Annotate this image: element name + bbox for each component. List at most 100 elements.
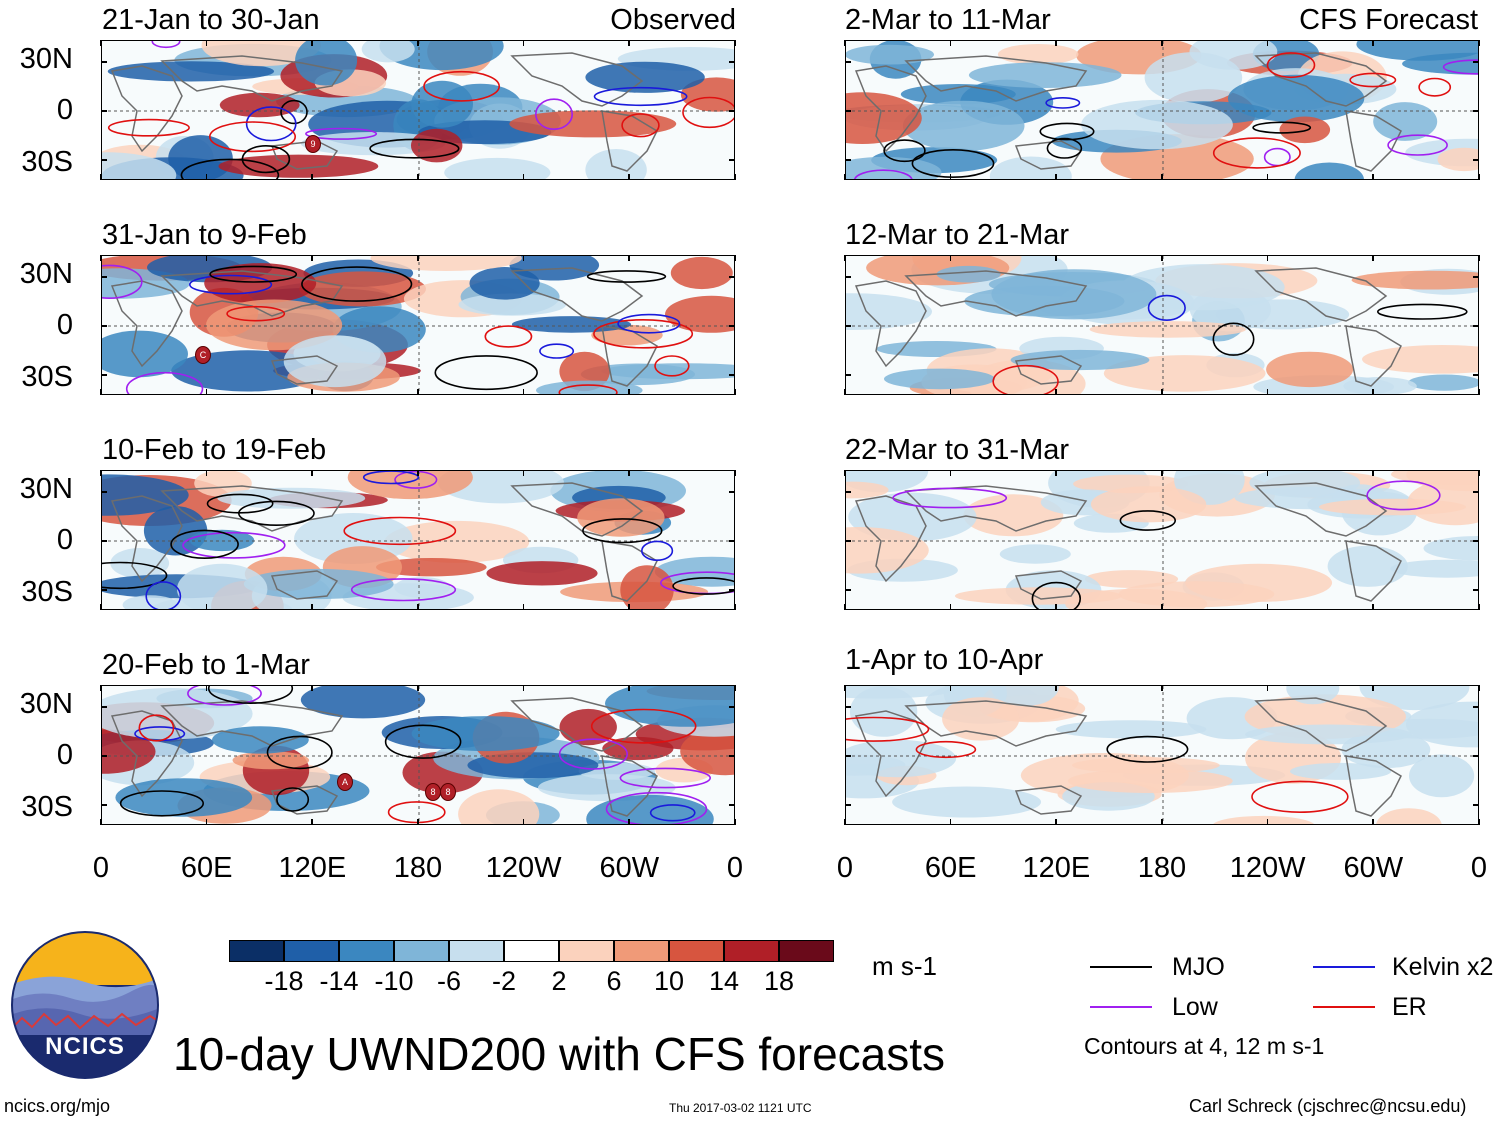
panel-title-6: 12-Mar to 21-Mar [845,219,1070,251]
axis-tick [1473,110,1479,112]
axis-tick [1055,819,1057,825]
axis-tick [845,276,851,278]
axis-tick [101,706,107,708]
colorbar-swatch [284,940,339,962]
footer-url[interactable]: ncics.org/mjo [4,1096,111,1116]
coastline [160,485,344,532]
coastline [270,355,339,385]
panel-title-1: 21-Jan to 30-Jan [102,4,320,36]
latitude-label: 30N [19,688,73,720]
filtered-contour [245,106,297,142]
wind-anomaly-shade [1010,349,1150,371]
filtered-contour [911,149,995,179]
wind-anomaly-shade [102,152,177,179]
filtered-contour [189,274,273,295]
coastline [510,697,644,752]
wind-anomaly-shade [1373,102,1438,141]
axis-tick [101,589,107,591]
axis-tick [844,819,846,825]
axis-tick [1372,174,1374,180]
axis-tick [1055,255,1057,261]
wind-anomaly-shade [102,474,189,516]
coastline [1014,570,1083,600]
colorbar-label: 18 [763,966,795,996]
longitude-label: 0 [92,852,110,884]
filtered-contour [534,98,573,130]
axis-tick [1161,685,1163,691]
axis-tick [845,804,851,806]
axis-tick [1161,604,1163,610]
axis-tick [101,110,107,112]
filtered-contour [484,325,533,348]
axis-tick [205,174,208,180]
axis-tick [729,374,735,376]
coastline [904,485,1088,532]
legend-line-kelvin [1313,966,1375,968]
axis-tick [845,755,851,757]
axis-tick [1266,685,1269,691]
coastline [510,52,644,107]
colorbar-swatch [504,940,559,962]
wind-anomaly-shade [846,293,932,330]
latitude-label: 0 [56,94,73,126]
filtered-contour [1212,322,1255,356]
wind-anomaly-shade [999,544,1071,564]
filtered-contour [846,716,930,742]
wind-anomaly-shade [665,295,734,333]
coastline [1014,140,1083,170]
axis-tick [1478,604,1480,610]
coastline [110,710,183,798]
filtered-contour [107,118,190,137]
map-field [846,686,1478,824]
colorbar-units: m s-1 [872,951,937,981]
axis-tick [522,174,525,180]
axis-tick [729,589,735,591]
coastline [270,785,339,815]
filtered-contour [187,686,262,706]
colorbar-swatch [724,940,779,962]
wind-anomaly-shade [1279,116,1331,144]
axis-tick [628,40,630,46]
coastline [1254,482,1388,537]
axis-tick [417,174,419,180]
axis-tick [1161,470,1163,476]
axis-tick [100,389,102,395]
colorbar-swatch [669,940,724,962]
axis-tick [311,40,313,46]
legend-line-low [1090,1006,1152,1008]
axis-tick [729,804,735,806]
coastline [270,570,339,600]
axis-tick [1372,470,1374,476]
filtered-contour [119,790,205,817]
filtered-contour [539,343,575,359]
axis-tick [1473,325,1479,327]
wind-anomaly-shade [1409,754,1475,798]
axis-tick [628,389,630,395]
axis-tick [628,685,630,691]
axis-tick [729,755,735,757]
latitude-label: 30N [19,473,73,505]
axis-tick [734,470,736,476]
wind-anomaly-shade [585,149,647,179]
axis-tick [844,40,846,46]
latitude-label: 30N [19,43,73,75]
longitude-label: 120W [485,852,562,884]
axis-tick [734,40,736,46]
longitude-label: 60E [180,852,233,884]
filtered-contour [1039,122,1095,141]
wind-anomaly-shade [884,368,995,390]
filtered-contour [369,138,460,159]
wind-anomaly-shade [511,316,632,333]
wind-anomaly-shade [846,527,929,574]
axis-tick [628,604,630,610]
wind-anomaly-shade [1351,270,1478,290]
longitude-label: 180 [393,852,443,884]
axis-tick [522,819,525,825]
colorbar-label: -14 [319,966,359,996]
wind-anomaly-shade [968,62,1122,88]
wind-anomaly-shade [486,561,598,586]
legend-note: Contours at 4, 12 m s-1 [1084,1033,1325,1059]
axis-tick [205,604,208,610]
wind-anomaly-shade [1245,724,1412,745]
wind-anomaly-shade [586,794,714,824]
